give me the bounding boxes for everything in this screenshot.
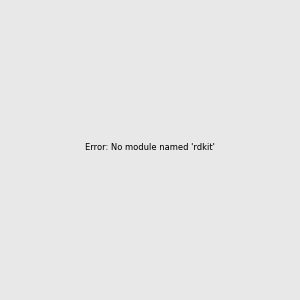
Text: Error: No module named 'rdkit': Error: No module named 'rdkit' — [85, 143, 215, 152]
